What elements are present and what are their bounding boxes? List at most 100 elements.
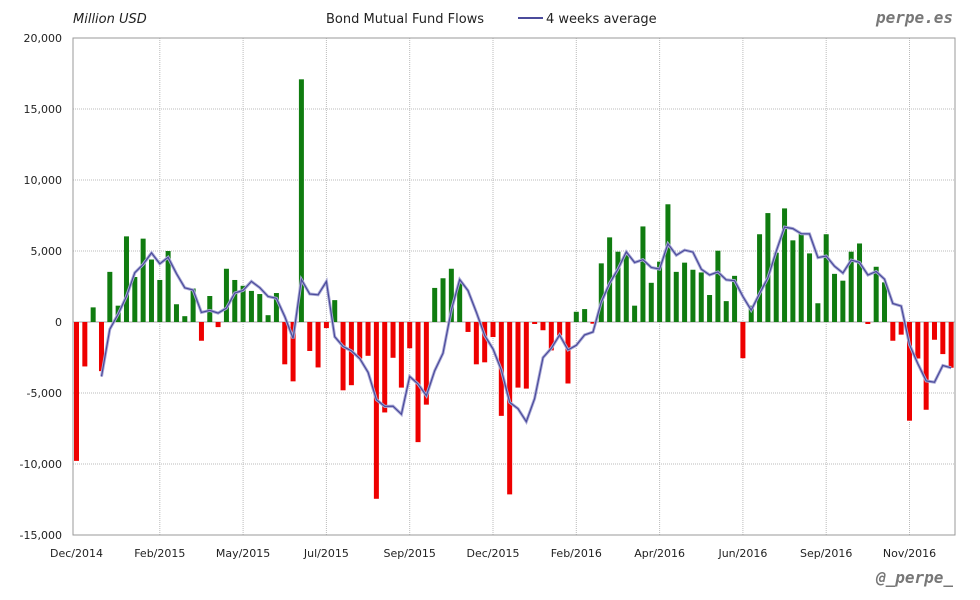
flow-bar <box>290 322 296 382</box>
y-tick-label: -15,000 <box>20 529 62 542</box>
flow-bar <box>307 322 313 351</box>
flow-bar <box>790 240 796 322</box>
flow-bar <box>923 322 929 410</box>
flow-bar <box>640 226 646 322</box>
flow-bar <box>215 322 221 328</box>
flow-bar <box>298 79 304 323</box>
flow-bar <box>457 283 463 322</box>
legend-label: 4 weeks average <box>546 12 657 27</box>
y-tick-label: 5,000 <box>31 245 63 258</box>
flow-bar <box>865 322 871 324</box>
flow-bar <box>548 322 554 351</box>
flow-bar <box>82 322 88 367</box>
flow-bar <box>715 250 721 322</box>
flow-bar <box>890 322 896 341</box>
handle-watermark: @_perpe_ <box>875 568 953 587</box>
flow-bar <box>240 285 246 322</box>
flow-bar <box>823 234 829 322</box>
flow-bar <box>448 268 454 322</box>
y-tick-label: 20,000 <box>24 32 63 45</box>
flow-bar <box>423 322 429 405</box>
plot-frame <box>72 37 956 536</box>
flow-bar <box>165 251 171 322</box>
flow-bar <box>148 259 154 322</box>
flow-bar <box>482 322 488 363</box>
flow-bar <box>323 322 329 329</box>
flow-bar <box>140 238 146 322</box>
flow-bar <box>532 322 538 324</box>
average-line <box>100 226 952 423</box>
x-tick-label: Apr/2016 <box>634 547 685 560</box>
flow-bar <box>857 243 863 322</box>
flow-bar <box>440 278 446 322</box>
chart-title: Bond Mutual Fund Flows <box>326 12 484 27</box>
flow-bar <box>157 279 163 322</box>
flow-bar <box>873 266 879 322</box>
flow-bar <box>707 295 713 322</box>
flow-bar <box>132 276 138 322</box>
flow-bar <box>382 322 388 413</box>
flow-bar <box>357 322 363 359</box>
y-tick-label: -5,000 <box>27 387 62 400</box>
flow-bar <box>740 322 746 359</box>
flow-bar <box>690 269 696 322</box>
flow-bar <box>798 233 804 322</box>
flow-bar <box>265 315 271 322</box>
flow-bar <box>657 261 663 322</box>
x-tick-label: Dec/2015 <box>467 547 520 560</box>
flow-bar <box>473 322 479 365</box>
y-axis: 20,000 15,000 10,000 5,000 0 -5,000 -10,000 -15… <box>20 32 62 542</box>
flow-bar <box>573 311 579 322</box>
x-tick-label: Feb/2015 <box>134 547 185 560</box>
flow-bar <box>340 322 346 391</box>
flow-bar <box>590 322 596 324</box>
flow-bar <box>257 294 263 322</box>
flow-bar <box>332 300 338 322</box>
flow-bar <box>607 237 613 322</box>
flow-bar <box>398 322 404 388</box>
flow-bar <box>90 307 96 322</box>
flow-bar <box>232 279 238 322</box>
flow-bar <box>565 322 571 384</box>
x-tick-label: Jun/2016 <box>717 547 767 560</box>
flow-bar <box>815 303 821 322</box>
flow-bar <box>765 213 771 322</box>
flow-bar <box>365 322 371 356</box>
flow-bar <box>98 322 104 372</box>
flow-bar <box>898 322 904 335</box>
flow-bar <box>915 322 921 359</box>
flow-bar <box>832 273 838 322</box>
x-tick-label: Sep/2016 <box>800 547 852 560</box>
flow-bar <box>107 271 113 322</box>
x-tick-label: Feb/2016 <box>551 547 602 560</box>
y-tick-label: 10,000 <box>24 174 63 187</box>
flow-bar <box>182 316 188 322</box>
flow-bar <box>648 282 654 322</box>
flow-bar <box>282 322 288 365</box>
flow-bar <box>723 301 729 322</box>
flow-bar <box>773 252 779 322</box>
flow-bar <box>940 322 946 355</box>
flow-bar <box>373 322 379 499</box>
flow-bar <box>757 234 763 322</box>
bars <box>74 79 954 499</box>
flow-bar <box>632 305 638 322</box>
flow-bar <box>190 288 196 322</box>
average-line-group <box>100 225 952 425</box>
flow-bar <box>248 290 254 322</box>
flow-bar <box>507 322 513 495</box>
site-watermark: perpe.es <box>875 8 953 27</box>
flow-bar <box>840 280 846 322</box>
flow-bar <box>598 263 604 322</box>
x-tick-label: Jul/2015 <box>303 547 349 560</box>
flow-bar <box>732 275 738 322</box>
x-tick-label: Dec/2014 <box>50 547 103 560</box>
flow-bar <box>948 322 954 368</box>
flow-bar <box>515 322 521 388</box>
flow-bar <box>390 322 396 358</box>
flow-bar <box>698 272 704 322</box>
flow-bar <box>465 322 471 332</box>
x-tick-label: Sep/2015 <box>383 547 435 560</box>
flow-bar <box>907 322 912 421</box>
